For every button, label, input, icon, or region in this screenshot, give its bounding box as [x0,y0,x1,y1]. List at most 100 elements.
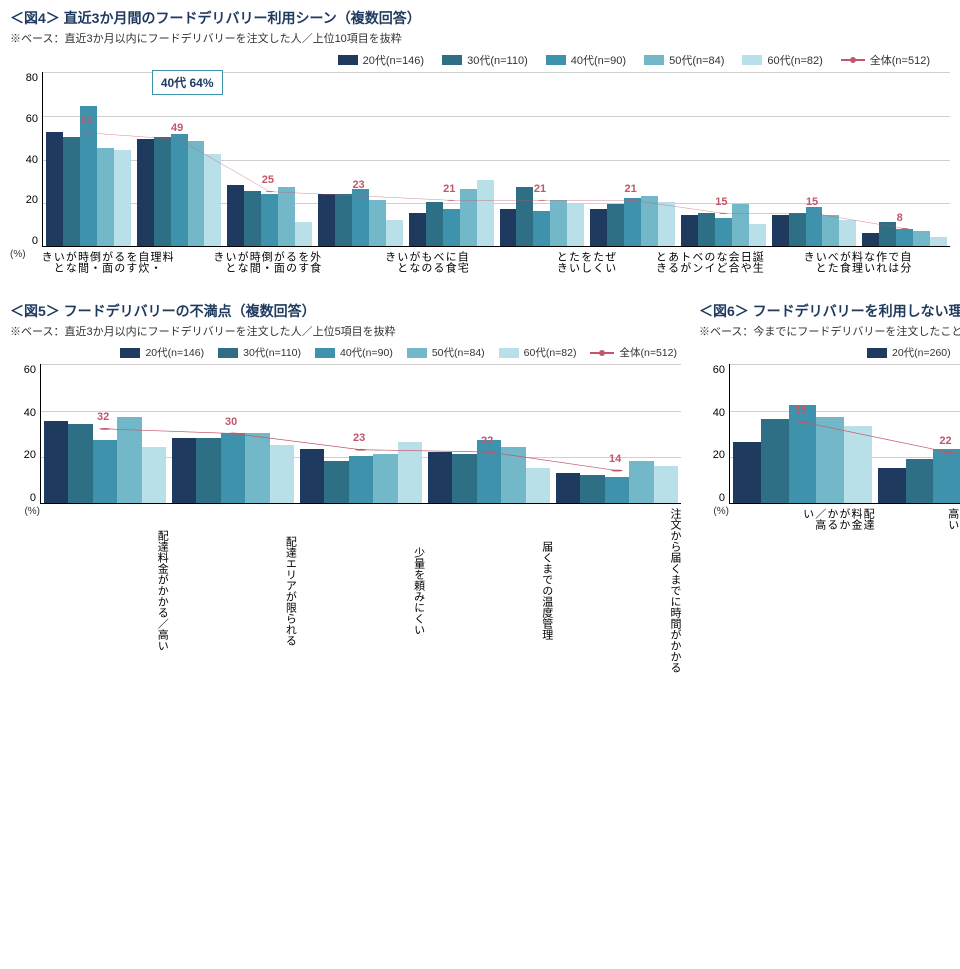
chart-section: ＜図6＞ フードデリバリーを利用しない理由（複数回答）※ベース：今までにフードデ… [699,301,960,673]
bar [698,213,715,246]
bar [245,433,269,503]
bar-group [678,72,769,246]
y-axis-unit: (%) [699,504,729,530]
bar [369,200,386,246]
bar [349,456,373,503]
swatch-icon [742,55,762,65]
bar [822,215,839,246]
bar [500,209,517,246]
x-category-label: 配達料金がかかる／高い [40,504,168,673]
bar [789,405,817,503]
x-axis: 配達料金がかかる／高い外食するよりも価格が高いデリバリーをしてくれるお店が近くに… [729,504,960,530]
bar [761,419,789,503]
bar [477,180,494,246]
bar [244,191,261,246]
bar [63,137,80,246]
legend-item: 30代(n=110) [442,52,528,68]
bar [270,445,294,503]
bar-groups [730,364,960,503]
y-axis-unit: (%) [10,247,26,273]
line-value-label: 8 [897,212,903,224]
line-value-label: 21 [534,183,546,195]
bar [516,187,533,246]
bar [352,189,369,246]
swatch-icon [442,55,462,65]
bar [398,442,422,503]
bar [806,207,823,246]
line-value-label: 21 [625,183,637,195]
bar [629,461,653,503]
chart-title: ＜図5＞ フードデリバリーの不満点（複数回答） [10,301,681,321]
legend-item: 50代(n=84) [644,52,724,68]
bar [567,204,584,246]
bar [261,194,278,247]
x-category-label: 少量を頼みにくい [296,504,424,673]
swatch-icon [218,348,238,358]
legend-item: 全体(n=512) [841,52,930,68]
legend-label: 20代(n=260) [892,345,951,360]
bar [580,475,604,503]
bar [295,222,312,246]
x-category-label: 外食をするのが面倒・時間がないとき [173,247,321,273]
bar-group [875,364,960,503]
x-category-label: ぜいたくをしたいとき [468,247,616,273]
bar [221,433,245,503]
x-category-label: 自宅に食べるものがないとき [321,247,469,273]
bar [477,440,501,503]
line-value-label: 23 [352,179,364,191]
bar-group [169,364,297,503]
bar [68,424,92,503]
plot-wrap: 60402003230232214 [10,364,681,504]
plot-wrap: 80604020040代 64%5249252321212115158 [10,72,950,247]
y-tick-label: 60 [26,113,38,125]
chart-subtitle: ※ベース：直近3か月以内にフードデリバリーを注文した人／上位10項目を抜粋 [10,30,950,46]
legend-item: 30代(n=110) [218,345,301,360]
line-value-label: 15 [806,196,818,208]
legend-item: 20代(n=260) [867,345,951,360]
bar-group [43,72,134,246]
bar-group [425,364,553,503]
legend-label: 50代(n=84) [669,52,724,68]
bar [878,468,906,503]
y-axis-unit: (%) [10,504,40,673]
bar [772,215,789,246]
bar [227,185,244,246]
y-tick-label: 20 [713,449,725,461]
bar [154,137,171,246]
bar [300,449,324,503]
bar-group [406,72,497,246]
bar [906,459,934,503]
bar [789,213,806,246]
bar [526,468,550,503]
bar-group [134,72,225,246]
legend-item: 40代(n=90) [546,52,626,68]
bar [550,200,567,246]
legend-label: 20代(n=146) [363,52,424,68]
bar-group [769,72,860,246]
y-tick-label: 20 [26,194,38,206]
line-swatch-icon [841,59,865,61]
bar [142,447,166,503]
bar [501,447,525,503]
plot-area: 40代 64%5249252321212115158 [42,72,950,247]
bar [749,224,766,246]
bar [862,233,879,246]
legend-item: 40代(n=90) [315,345,393,360]
bar [46,132,63,246]
bar [93,440,117,503]
x-category-label: 配達エリアが限られる [168,504,296,673]
line-value-label: 15 [715,196,727,208]
bar [590,209,607,246]
bar [658,202,675,246]
line-value-label: 14 [609,453,621,465]
x-category-label: 誕生日や会合などのイベントがあるとき [616,247,764,273]
bar [428,452,452,503]
chart-title: ＜図4＞ 直近3か月間のフードデリバリー利用シーン（複数回答） [10,8,950,28]
legend-label: 30代(n=110) [467,52,528,68]
bar [816,417,844,503]
bar-group [859,72,950,246]
bar [533,211,550,246]
bar [97,148,114,246]
bar-group [41,364,169,503]
chart-subtitle: ※ベース：直近3か月以内にフードデリバリーを注文した人／上位5項目を抜粋 [10,323,681,339]
